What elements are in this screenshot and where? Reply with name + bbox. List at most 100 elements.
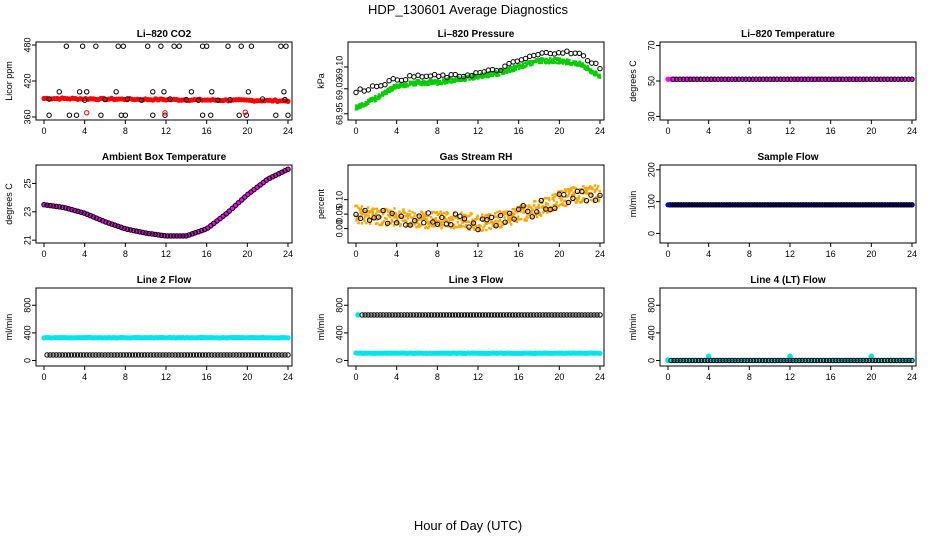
series-black (41, 166, 291, 239)
data-point (360, 213, 364, 216)
data-point (884, 357, 891, 364)
data-point (557, 190, 560, 193)
data-point (523, 61, 527, 64)
data-point (505, 68, 508, 71)
data-point (460, 77, 463, 80)
data-point (62, 352, 69, 358)
data-point (717, 357, 723, 364)
data-point (357, 206, 360, 210)
series-black (667, 202, 915, 208)
series-cyan (41, 334, 291, 341)
data-point (84, 211, 90, 217)
data-point (196, 352, 203, 358)
data-point (435, 210, 439, 214)
data-point (441, 78, 445, 81)
data-point (845, 357, 851, 364)
data-point (756, 76, 763, 82)
data-point (233, 352, 239, 358)
data-point (718, 76, 725, 82)
data-point (368, 211, 371, 214)
data-point (515, 206, 522, 212)
data-point (452, 71, 458, 78)
data-point (386, 78, 392, 84)
data-point (412, 82, 415, 85)
data-point (112, 222, 118, 228)
data-point (711, 76, 718, 82)
data-point (362, 312, 368, 318)
data-point (509, 216, 513, 219)
data-point (389, 312, 395, 318)
data-point (523, 64, 526, 68)
data-point (373, 100, 376, 103)
data-point (508, 221, 511, 224)
data-point (729, 76, 735, 82)
data-point (487, 221, 490, 225)
data-point (461, 220, 465, 224)
data-point (481, 75, 485, 79)
data-point (595, 71, 598, 75)
data-point (206, 352, 212, 358)
data-point (866, 357, 872, 364)
data-point (674, 357, 680, 364)
data-point (538, 197, 544, 204)
data-point (399, 223, 402, 226)
data-point (571, 193, 574, 197)
data-point (840, 76, 846, 82)
data-point (46, 112, 52, 118)
data-point (494, 219, 497, 223)
data-point (485, 312, 492, 318)
data-point (96, 216, 103, 223)
data-point (208, 112, 214, 118)
data-point (145, 352, 151, 358)
data-point (668, 357, 674, 364)
data-point (748, 202, 755, 208)
data-point (466, 224, 472, 230)
panel-title: Line 3 Flow (449, 275, 504, 286)
data-point (416, 213, 422, 219)
data-point (510, 70, 514, 73)
data-point (423, 215, 426, 218)
data-point (446, 81, 449, 85)
data-point (380, 207, 386, 214)
data-point (368, 222, 372, 225)
data-point (811, 202, 817, 208)
data-point (575, 63, 578, 67)
data-point (389, 86, 393, 89)
data-point (558, 57, 561, 60)
data-point (744, 357, 750, 364)
data-point (93, 43, 99, 49)
data-point (130, 227, 137, 234)
data-point (573, 312, 579, 318)
data-point (576, 50, 583, 57)
data-point (508, 212, 512, 216)
data-point (229, 205, 236, 212)
data-point (393, 220, 400, 226)
data-point (411, 80, 414, 84)
x-tick-label: 16 (826, 372, 836, 382)
data-point (412, 217, 418, 224)
data-point (385, 208, 389, 211)
data-point (464, 78, 468, 82)
data-point (517, 63, 520, 66)
data-point (466, 215, 469, 218)
data-point (371, 207, 375, 210)
y-axis-label: ml/min (628, 314, 638, 341)
data-point (547, 207, 551, 210)
data-point (485, 228, 488, 232)
data-point (189, 231, 195, 237)
data-point (178, 352, 184, 358)
data-point (775, 357, 781, 364)
x-tick-label: 20 (866, 372, 876, 382)
x-tick-label: 8 (747, 249, 752, 259)
data-point (392, 85, 395, 88)
data-point (480, 229, 483, 232)
data-point (589, 71, 592, 74)
data-point (505, 220, 508, 223)
data-point (517, 207, 520, 210)
data-point (514, 216, 517, 220)
data-point (781, 357, 787, 364)
data-point (791, 76, 797, 82)
data-point (422, 218, 425, 222)
data-point (201, 226, 208, 233)
data-point (857, 357, 863, 364)
